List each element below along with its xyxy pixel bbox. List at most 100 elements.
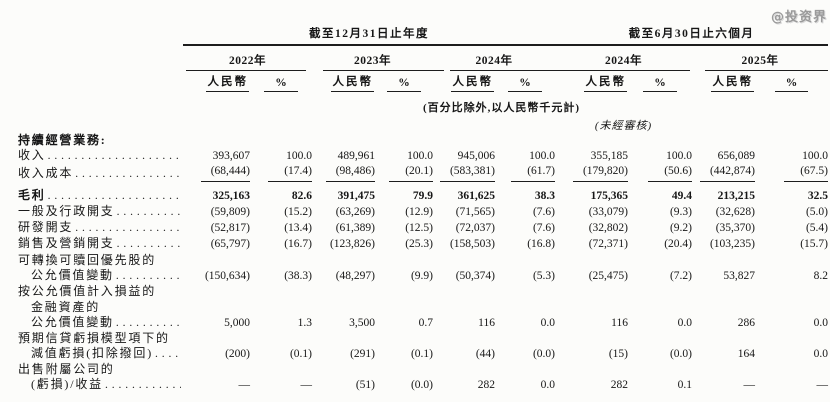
table-row: 公允價值變動. . . . . . . . . . . . . . . . . …: [18, 315, 828, 331]
cell-value: (50.6): [628, 164, 692, 183]
cell-value: (7.6): [532, 222, 555, 235]
empty-values-cell: [183, 362, 828, 377]
year-column: 2023年: [312, 46, 444, 71]
cell-value: 49.4: [671, 190, 692, 203]
cell-value: 116: [611, 316, 628, 329]
row-label-text: 銷售及營銷開支: [18, 236, 115, 251]
cell-value: (50,374): [455, 269, 495, 282]
cell-value: —: [743, 379, 756, 392]
row-label: 持續經營業務:: [18, 133, 183, 148]
table-row: 出售附屬公司的: [18, 362, 828, 377]
cell-value: (35,370): [715, 222, 755, 235]
year-column: 2024年: [555, 46, 692, 71]
cell-value: (103,235): [709, 238, 755, 251]
underlined-value: (98,486): [325, 164, 375, 183]
col-header-percent: %: [628, 71, 692, 92]
col-header-currency: 人民幣: [555, 71, 628, 92]
table-row: 金融資產的: [18, 299, 828, 314]
cell-value: (68,444): [183, 164, 250, 183]
cell-value: 361,625: [457, 190, 495, 203]
cell-value: (15.7): [800, 238, 828, 251]
year-rule: [323, 70, 444, 71]
cell-value: (9.3): [669, 206, 692, 219]
underlined-value: (61.7): [511, 164, 555, 183]
cell-value: 79.9: [412, 190, 433, 203]
empty-values-cell: [183, 252, 828, 267]
cell-value: (291): [350, 347, 375, 360]
currency-label: 人民幣: [583, 73, 627, 92]
row-label: 毛利. . . . . . . . . . . . . . . . . . . …: [18, 182, 183, 204]
cell-value: 286: [737, 316, 755, 329]
cell-value: (17.4): [250, 164, 312, 183]
row-label: 可轉換可贖回優先股的: [18, 252, 183, 267]
cell-value: (158,503): [449, 238, 495, 251]
row-label: 公允價值變動. . . . . . . . . . . . . . . . . …: [18, 268, 183, 284]
spacer-cell: [18, 92, 375, 115]
cell-value: 656,089: [717, 150, 755, 163]
row-label: 收入. . . . . . . . . . . . . . . . . . . …: [18, 148, 183, 164]
cell-value: (0.0): [532, 347, 555, 360]
year-label: 2025年: [741, 55, 779, 67]
cell-value: (12.9): [405, 206, 433, 219]
financial-table: 截至12月31日止年度 截至6月30日止六個月 2022年 2023年 2024年 202…: [18, 2, 828, 393]
col-header-currency: 人民幣: [183, 71, 250, 92]
cell-value: (65,797): [210, 238, 250, 251]
dot-leader: . . . . . . . . . . . . . . . . . . . . …: [47, 190, 181, 203]
row-label-text: 金融資產的: [31, 299, 101, 314]
row-label-flex: 可轉換可贖回優先股的: [18, 253, 183, 268]
cell-value: 945,006: [457, 150, 495, 163]
row-label-text: 預期信貸虧損模型項下的: [18, 330, 170, 345]
cell-value: —: [300, 379, 313, 392]
cell-value: 0.0: [540, 316, 555, 329]
row-label: 預期信貸虧損模型項下的: [18, 331, 183, 346]
cell-value: (7.6): [532, 206, 555, 219]
row-label-text: 按公允價值計入損益的: [18, 284, 157, 299]
table-row: 收入. . . . . . . . . . . . . . . . . . . …: [18, 148, 828, 164]
cell-value: (150,634): [204, 269, 250, 282]
cell-value: (123,826): [329, 238, 375, 251]
cell-value: (9.2): [669, 222, 692, 235]
cell-value: 0.1: [677, 379, 692, 392]
row-label-text: 收入: [18, 148, 46, 163]
cell-value: (33,079): [588, 206, 628, 219]
row-label: (虧損)/收益. . . . . . . . . . . . . . . . .…: [18, 377, 183, 393]
empty-values-cell: [183, 284, 828, 299]
cell-value: (200): [225, 347, 250, 360]
year-rule: [186, 70, 306, 71]
watermark: @投资界: [770, 10, 827, 25]
cell-value: (51): [355, 379, 375, 392]
currency-label: 人民幣: [205, 73, 249, 92]
group-rule: [578, 44, 828, 46]
table-row: 收入成本. . . . . . . . . . . . . . . . . . …: [18, 164, 828, 183]
row-label-flex: 公允價值變動. . . . . . . . . . . . . . . . . …: [18, 268, 183, 284]
row-label-flex: 公允價值變動. . . . . . . . . . . . . . . . . …: [18, 315, 183, 331]
row-label-flex: 一般及行政開支. . . . . . . . . . . . . . . . .…: [18, 204, 183, 220]
spacer-cell: [692, 115, 828, 133]
cell-value: (38.3): [284, 269, 312, 282]
currency-label: 人民幣: [710, 73, 754, 92]
col-header-percent: %: [250, 71, 312, 92]
cell-value: (12.5): [405, 222, 433, 235]
cell-value: (25,475): [588, 269, 628, 282]
cell-value: 164: [737, 347, 755, 360]
dot-leader: . . . . . . . . . . . . . . . . . . . . …: [115, 269, 181, 282]
cell-value: 100.0: [666, 150, 692, 163]
cell-value: 0.0: [813, 347, 828, 360]
row-label-flex: 持續經營業務:: [18, 133, 183, 148]
dot-leader: . . . . . . . . . . . . . . . . . . . . …: [155, 347, 181, 360]
row-label: 金融資產的: [18, 299, 183, 314]
cell-value: (52,817): [210, 222, 250, 235]
cell-value: 0.0: [540, 379, 555, 392]
cell-value: (61.7): [495, 164, 555, 183]
table-row: (虧損)/收益. . . . . . . . . . . . . . . . .…: [18, 377, 828, 393]
cell-value: 100.0: [407, 150, 433, 163]
cell-value: 5,000: [224, 316, 250, 329]
cell-value: 282: [610, 379, 628, 392]
row-label-flex: 金融資產的: [18, 300, 183, 315]
table-row: 毛利. . . . . . . . . . . . . . . . . . . …: [18, 182, 828, 204]
cell-value: 489,961: [337, 150, 375, 163]
percent-label: %: [264, 77, 298, 92]
row-label: 出售附屬公司的: [18, 362, 183, 377]
dot-leader: . . . . . . . . . . . . . . . . . . . . …: [75, 222, 181, 235]
cell-value: (0.0): [410, 379, 433, 392]
